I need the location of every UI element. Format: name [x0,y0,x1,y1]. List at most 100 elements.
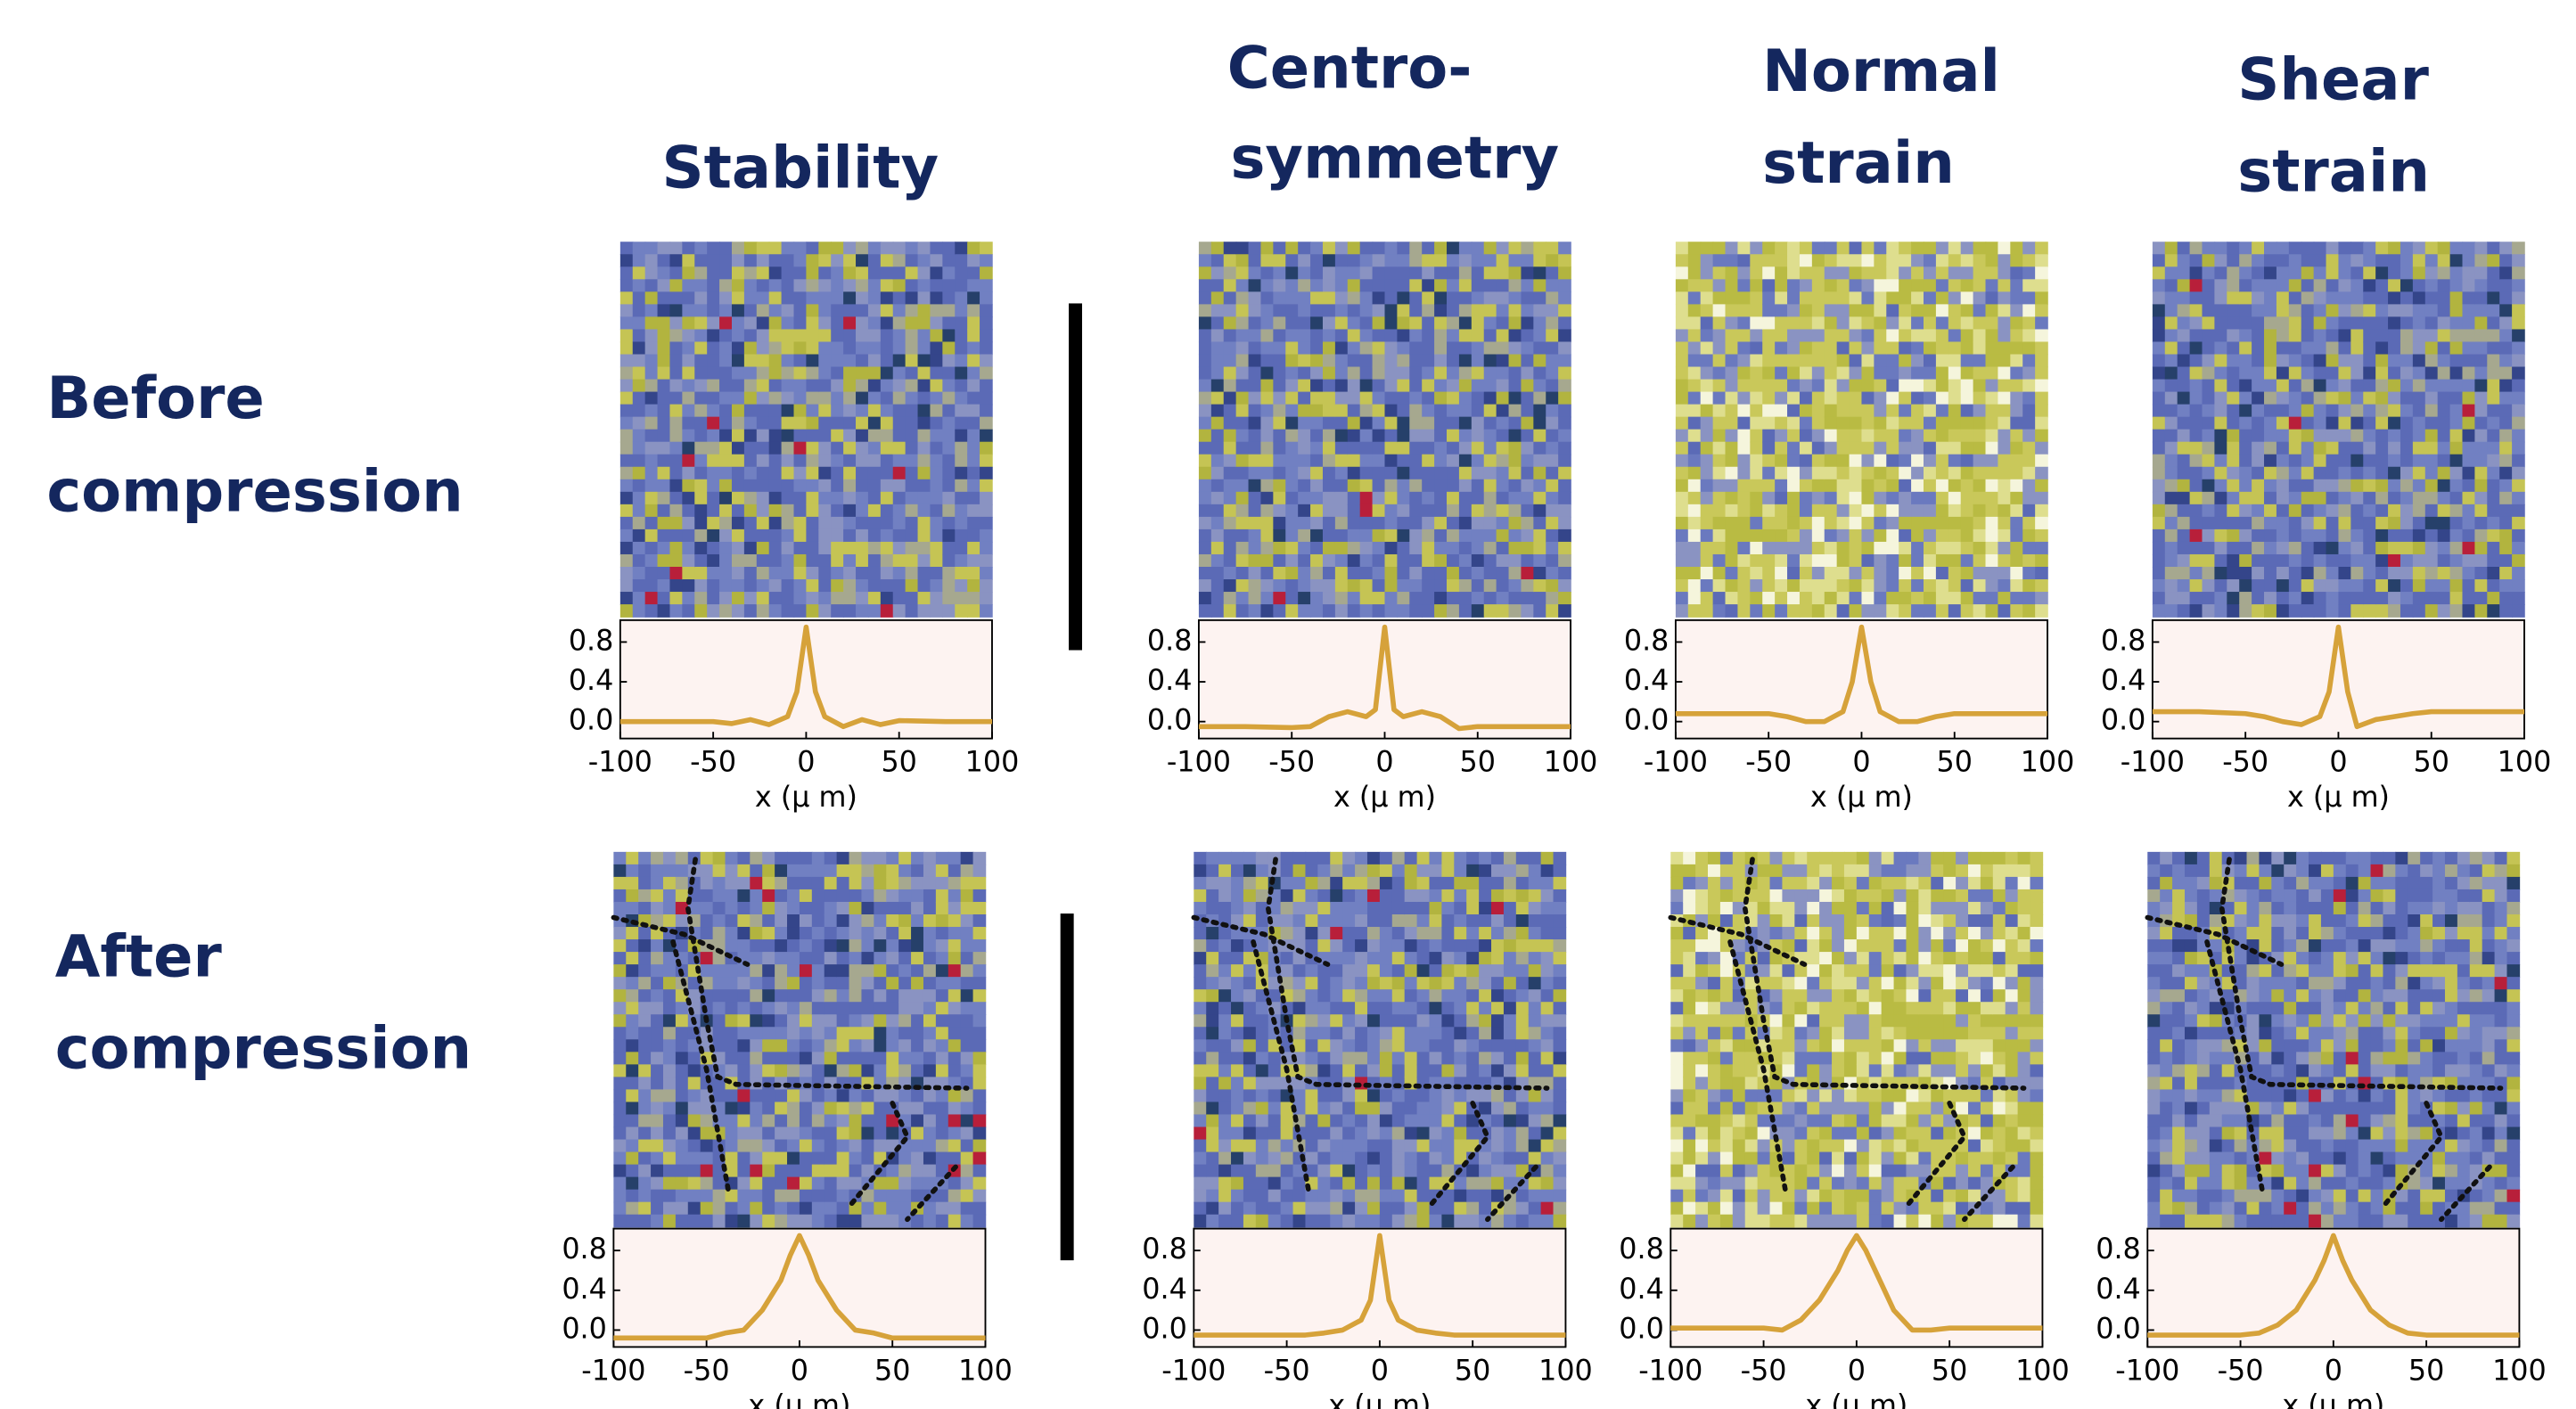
heatmap-cell [1372,391,1386,405]
heatmap-cell [930,341,944,356]
heatmap-cell [960,939,974,953]
heatmap-cell [1231,1189,1244,1203]
heatmap-cell [1267,1077,1282,1091]
heatmap-cell [1700,553,1714,568]
heatmap-cell [762,901,775,915]
heatmap-cell [793,553,808,568]
heatmap-cell [2035,266,2048,281]
heatmap-cell [1521,379,1535,393]
heatmap-cell [662,1064,677,1078]
heatmap-cell [1458,354,1473,368]
heatmap-cell [1384,404,1399,418]
heatmap-cell [849,1089,863,1103]
heatmap-cell [2252,566,2265,580]
heatmap-cell [861,1164,875,1178]
heatmap-cell [2022,592,2036,605]
heatmap-cell [849,989,863,1003]
heatmap-cell [2177,329,2191,343]
heatmap-cell [619,354,634,368]
heatmap-cell [874,1176,888,1191]
heatmap-cell [1273,553,1287,568]
heatmap-cell [856,404,869,418]
heatmap-cell [948,1189,962,1203]
heatmap-cell [2512,366,2525,381]
heatmap-cell [843,391,857,405]
heatmap-cell [930,242,944,256]
heatmap-cell [960,1014,974,1028]
heatmap-cell [725,876,739,890]
heatmap-cell [743,354,758,368]
heatmap-cell [1750,566,1763,580]
heatmap-cell [1836,454,1850,468]
heatmap-cell [2400,541,2414,555]
heatmap-cell [2512,528,2525,543]
heatmap-cell [657,316,671,331]
heatmap-cell [1861,592,1875,605]
heatmap-cell [1886,504,1899,518]
heatmap-cell [1874,404,1888,418]
heatmap-cell [867,404,882,418]
heatmap-cell [1775,341,1788,356]
heatmap-cell [1775,516,1788,530]
heatmap-cell [1379,889,1393,903]
heatmap-cell [1447,566,1460,580]
heatmap-cell [856,454,869,468]
heatmap-cell [1355,1114,1368,1128]
heatmap-cell [1836,316,1850,331]
heatmap-cell [1248,466,1262,480]
heatmap-cell [1533,404,1546,418]
heatmap-cell [1397,242,1411,256]
heatmap-cell [687,1189,701,1203]
heatmap-cell [2264,379,2277,393]
heatmap-cell [1255,1126,1269,1141]
heatmap-cell [1255,1014,1269,1028]
heatmap-cell [781,528,795,543]
heatmap-cell [856,479,869,493]
heatmap-cell [1546,566,1559,580]
heatmap-cell [2326,366,2340,381]
heatmap-cell [836,851,850,865]
heatmap-cell [1521,454,1535,468]
heatmap-cell [955,429,968,443]
heatmap-cell [1985,291,1999,306]
heatmap-cell [917,391,931,405]
heatmap-cell [1960,592,1974,605]
heatmap-cell [1330,1039,1343,1053]
heatmap-cell [1347,254,1361,268]
heatmap-cell [1973,416,1987,430]
heatmap-cell [669,592,684,605]
heatmap-cell [2487,479,2500,493]
heatmap-cell [1700,429,1714,443]
heatmap-cell [2189,379,2203,393]
heatmap-cell [2301,329,2315,343]
heatmap-cell [700,851,714,865]
heatmap-cell [1310,354,1324,368]
heatmap-cell [768,553,783,568]
heatmap-cell [1210,291,1225,306]
heatmap-cell [2239,516,2252,530]
heatmap-cell [1273,516,1287,530]
heatmap-cell [1521,528,1535,543]
heatmap-cell [2363,528,2376,543]
heatmap-cell [1330,1064,1343,1078]
heatmap-cell [831,254,844,268]
heatmap-cell [1935,553,1949,568]
heatmap-cell [2388,266,2401,281]
heatmap-cell [1737,553,1752,568]
heatmap-cell [2276,291,2290,306]
heatmap-cell [811,1151,825,1166]
heatmap-cell [955,516,968,530]
heatmap-cell [675,876,689,890]
heatmap-cell [1347,354,1361,368]
heatmap-cell [1231,914,1244,928]
heatmap-cell [948,1064,962,1078]
heatmap-cell [2424,491,2439,505]
heatmap-cell [1546,454,1559,468]
heatmap-cell [1372,491,1386,505]
guide-line [845,1101,911,1211]
heatmap-cell [1687,254,1702,268]
heatmap-cell [2152,528,2166,543]
heatmap-cell [1248,366,1262,381]
heatmap-cell [1198,316,1212,331]
heatmap-cell [2350,416,2365,430]
